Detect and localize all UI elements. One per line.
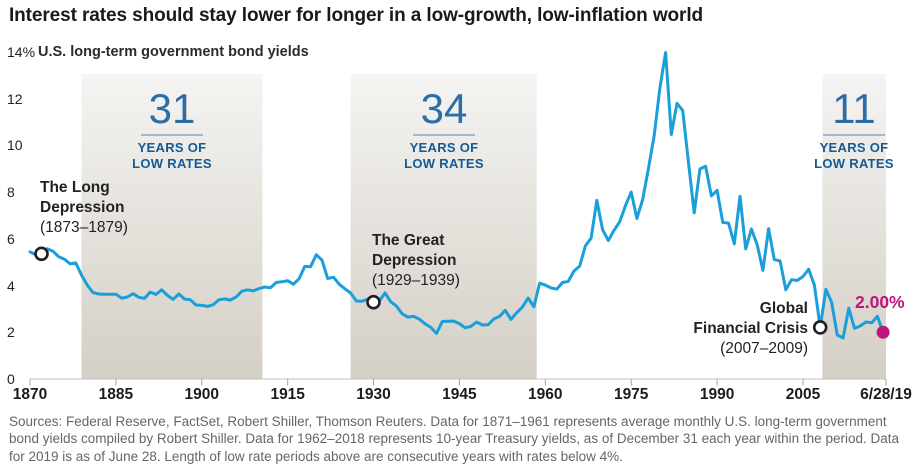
annotation-date-range: (2007–2009) — [720, 340, 808, 357]
annotation-title-line: The Great — [372, 232, 445, 249]
event-marker-circle — [34, 246, 49, 262]
x-axis-tick-label: 1870 — [12, 386, 48, 403]
low-rate-region — [81, 74, 263, 379]
x-axis-tick-label: 1900 — [184, 386, 220, 403]
x-axis-tick-label: 1930 — [356, 386, 391, 403]
x-axis-tick-label: 1960 — [528, 386, 563, 403]
y-axis-tick-label: 0 — [7, 371, 15, 387]
x-axis — [29, 378, 887, 386]
period-years-count: 11 — [832, 85, 876, 132]
period-caption-line: YEARS OF — [137, 140, 207, 155]
event-marker-circle — [812, 320, 828, 335]
annotation-title-line: The Long — [40, 179, 110, 196]
y-axis-tick-label: 4 — [7, 277, 15, 294]
period-caption-line: YEARS OF — [409, 140, 479, 155]
annotation-title-line: Financial Crisis — [693, 320, 808, 337]
period-caption-line: YEARS OF — [819, 140, 889, 155]
y-axis-tick-label: 8 — [7, 184, 15, 201]
x-axis-tick-label: 1975 — [613, 386, 649, 403]
low-rate-region — [350, 74, 537, 379]
chart-subtitle: U.S. long-term government bond yields — [38, 44, 309, 60]
current-rate-label: 2.00% — [855, 292, 905, 312]
x-axis-tick-label: 1915 — [270, 386, 305, 403]
y-axis-tick-label: 14% — [7, 44, 36, 60]
annotation-date-range: (1873–1879) — [40, 219, 128, 236]
event-marker-circle — [366, 294, 381, 310]
sources-footnote: Sources: Federal Reserve, FactSet, Rober… — [9, 414, 899, 464]
y-axis-tick-label: 10 — [7, 137, 23, 154]
x-axis-tick-label: 2005 — [785, 386, 821, 403]
event-markers — [34, 246, 890, 339]
period-years-count: 31 — [148, 85, 196, 132]
low-rate-period-header-31: 31 YEARS OF LOW RATES — [97, 88, 247, 172]
annotation-great-depression: The Great Depression (1929–1939) — [372, 231, 460, 291]
annotation-title-line: Global — [759, 300, 808, 317]
annotation-title-line: Depression — [372, 252, 457, 269]
period-caption-line: LOW RATES — [404, 156, 484, 171]
x-axis-tick-label: 1990 — [699, 386, 735, 403]
period-caption-line: LOW RATES — [814, 156, 894, 171]
period-years-count: 34 — [420, 85, 468, 132]
annotation-long-depression: The Long Depression (1873–1879) — [40, 178, 128, 238]
period-underline — [141, 134, 203, 136]
x-axis-tick-label: 6/28/19 — [860, 386, 912, 403]
period-underline — [413, 134, 475, 136]
x-axis-tick-label: 1945 — [442, 386, 477, 403]
x-axis-tick-label: 1885 — [98, 386, 134, 403]
annotation-title-line: Depression — [40, 199, 125, 216]
chart-headline: Interest rates should stay lower for lon… — [9, 5, 703, 26]
yield-line-chart — [28, 51, 890, 386]
low-rate-period-header-34: 34 YEARS OF LOW RATES — [369, 88, 519, 172]
y-axis-tick-label: 12 — [7, 90, 23, 107]
period-underline — [823, 134, 885, 136]
current-rate-dot — [876, 325, 890, 339]
y-axis-tick-label: 2 — [7, 324, 15, 341]
yield-line-series — [28, 51, 885, 340]
period-caption-line: LOW RATES — [132, 156, 212, 171]
low-rate-period-header-11: 11 YEARS OF LOW RATES — [779, 88, 916, 172]
y-axis-tick-label: 6 — [7, 230, 15, 247]
annotation-global-financial-crisis: Global Financial Crisis (2007–2009) — [618, 299, 808, 359]
annotation-date-range: (1929–1939) — [372, 272, 460, 289]
